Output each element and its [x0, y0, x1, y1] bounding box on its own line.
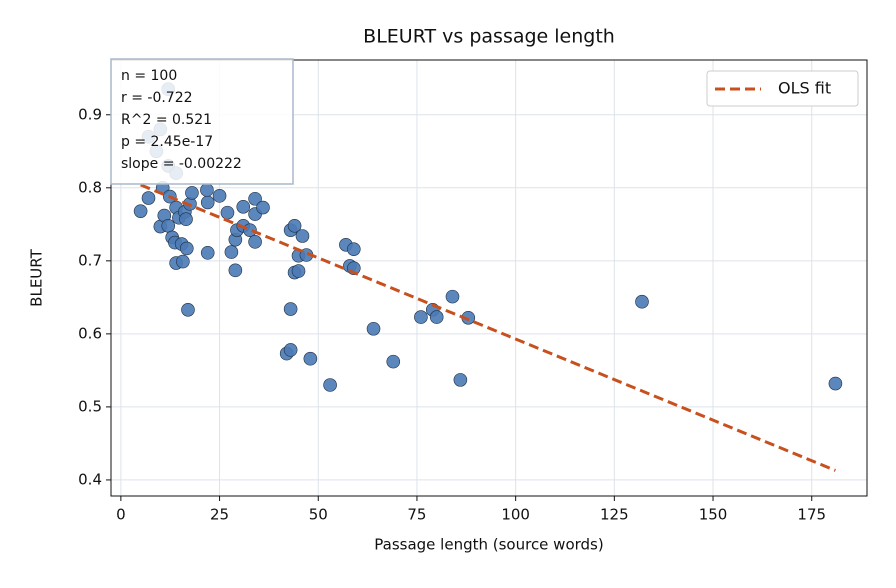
point: [414, 310, 428, 324]
x-tick-label: 175: [797, 506, 826, 524]
point: [287, 218, 302, 233]
stats-text: R^2 = 0.521: [121, 112, 212, 128]
point: [291, 264, 306, 278]
point: [200, 195, 215, 210]
point: [429, 310, 444, 324]
y-tick-label: 0.6: [78, 324, 102, 342]
point: [303, 351, 318, 366]
chart-title: BLEURT vs passage length: [363, 26, 615, 48]
point: [445, 289, 460, 304]
point: [635, 294, 649, 309]
x-tick-label: 150: [699, 506, 728, 524]
plot-frame: [110, 59, 868, 497]
x-tick-label: 125: [600, 506, 629, 524]
point: [256, 200, 270, 215]
point: [185, 186, 199, 200]
point: [828, 376, 843, 391]
point: [283, 343, 298, 357]
point: [179, 241, 194, 256]
point: [248, 235, 262, 249]
point: [176, 254, 190, 269]
y-tick-label: 0.9: [78, 105, 102, 123]
legend-label: OLS fit: [778, 79, 831, 98]
stats-box: [110, 58, 294, 185]
point: [181, 302, 195, 317]
point: [295, 229, 310, 243]
point: [179, 212, 193, 227]
y-tick-label: 0.7: [78, 251, 102, 269]
x-tick-label: 25: [210, 506, 229, 524]
point: [236, 199, 251, 214]
point: [220, 205, 235, 220]
x-tick-label: 50: [309, 506, 328, 524]
x-tick-label: 0: [116, 506, 126, 524]
point: [323, 378, 337, 392]
y-tick-label: 0.8: [78, 178, 102, 196]
x-tick-label: 75: [407, 506, 426, 524]
point: [200, 246, 215, 260]
point: [224, 245, 239, 259]
legend-box: [706, 70, 859, 107]
stats-text: slope = -0.00222: [121, 156, 242, 172]
point: [228, 263, 243, 278]
point: [283, 302, 298, 316]
point: [453, 373, 468, 387]
point: [141, 191, 156, 205]
y-tick-label: 0.5: [78, 397, 102, 415]
x-axis-label: Passage length (source words): [374, 536, 603, 554]
point: [366, 321, 381, 336]
point: [248, 191, 262, 206]
point: [386, 354, 401, 369]
stats-text: n = 100: [121, 68, 177, 84]
fit-line: [140, 183, 836, 472]
y-axis-label: BLEURT: [28, 248, 46, 306]
x-tick-label: 100: [501, 506, 530, 524]
stats-text: r = -0.722: [121, 90, 193, 106]
point: [346, 242, 361, 256]
point: [161, 218, 176, 233]
stats-text: p = 2.45e-17: [121, 134, 213, 150]
y-tick-label: 0.4: [78, 470, 102, 488]
point: [212, 189, 227, 203]
point: [200, 183, 214, 197]
point: [133, 204, 148, 218]
